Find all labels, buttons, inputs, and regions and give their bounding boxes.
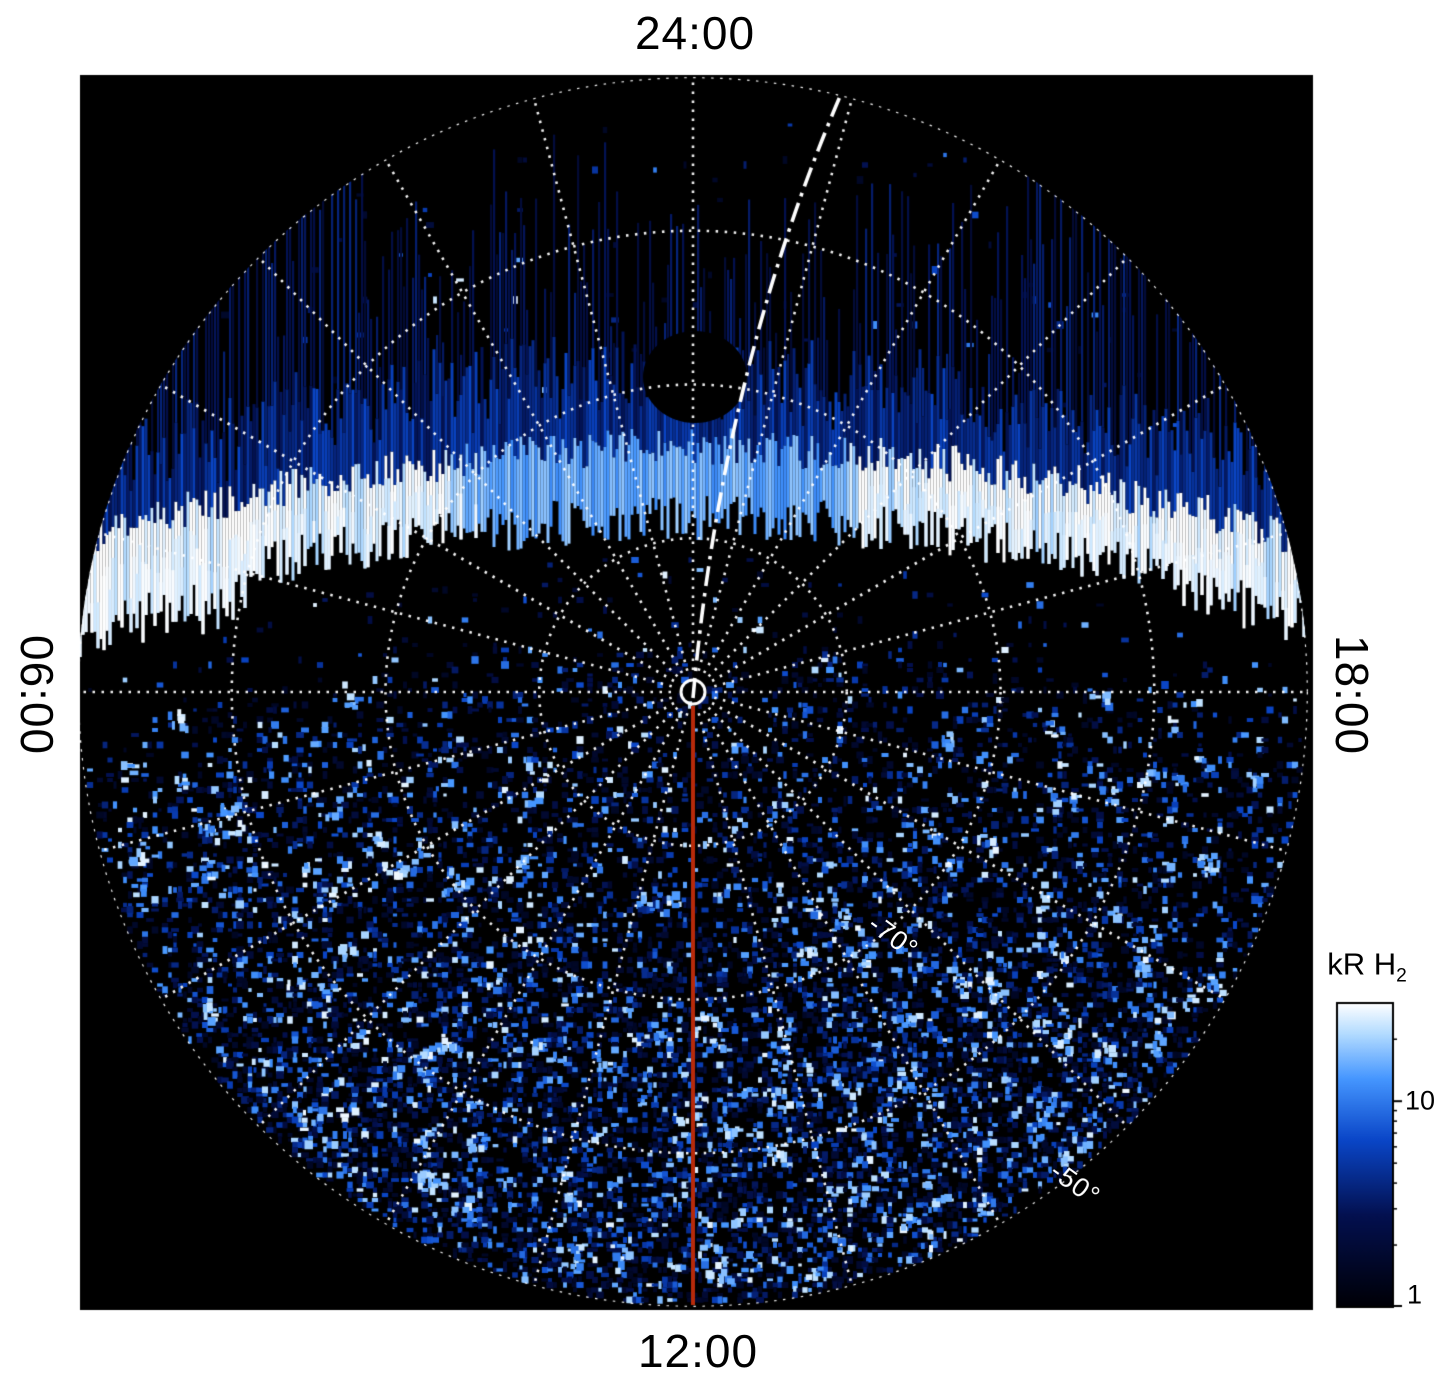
local-time-label-1200: 12:00 bbox=[637, 1325, 759, 1377]
local-time-label-2400: 24:00 bbox=[634, 7, 756, 59]
colorbar-tick-label-1: 1 bbox=[1407, 1279, 1423, 1310]
local-time-label-0600: 06:00 bbox=[11, 634, 63, 756]
colorbar-title: kR H2 bbox=[1327, 946, 1407, 987]
local-time-label-1800: 18:00 bbox=[1326, 634, 1378, 756]
colorbar-title-main: kR H bbox=[1327, 946, 1397, 982]
colorbar-title-subscript: 2 bbox=[1396, 965, 1407, 987]
colorbar-tick-label-10: 10 bbox=[1405, 1085, 1436, 1116]
